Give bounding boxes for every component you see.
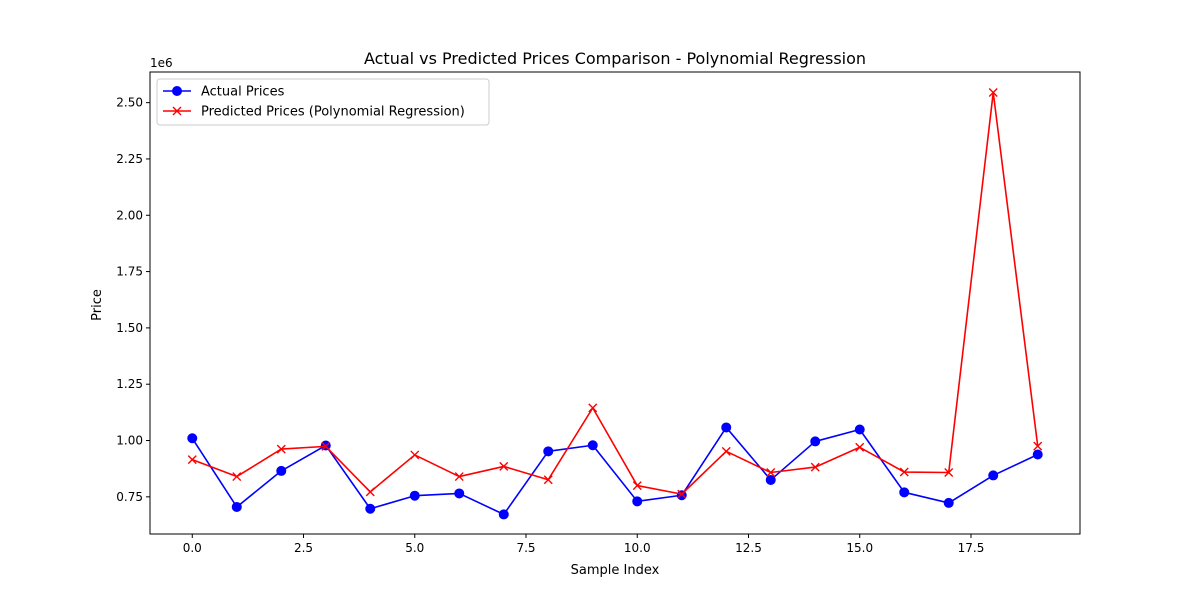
data-point: [855, 442, 865, 452]
y-tick-label: 2.25: [116, 152, 143, 166]
data-point: [454, 472, 464, 482]
data-point: [1032, 449, 1043, 460]
x-tick-label: 0.0: [183, 541, 202, 555]
legend-marker: [172, 106, 182, 116]
data-point: [410, 450, 420, 460]
data-point: [543, 446, 554, 457]
legend-marker: [172, 86, 182, 96]
data-point: [721, 446, 731, 456]
data-point: [187, 455, 197, 465]
data-point: [231, 501, 242, 512]
data-point: [187, 433, 198, 444]
data-point: [321, 441, 331, 451]
data-point: [454, 488, 465, 499]
data-point: [543, 475, 553, 485]
data-point: [1033, 441, 1043, 451]
x-tick-label: 7.5: [516, 541, 535, 555]
y-axis-label: Price: [90, 289, 105, 321]
y-tick-label: 1.25: [116, 377, 143, 391]
x-axis-label: Sample Index: [571, 563, 660, 578]
legend-box: [156, 78, 490, 126]
y-tick-label: 1.00: [116, 434, 143, 448]
chart-title: Actual vs Predicted Prices Comparison - …: [364, 49, 866, 68]
data-point: [810, 462, 820, 472]
x-tick-label: 10.0: [624, 541, 651, 555]
legend-entry: Actual Prices: [163, 85, 285, 100]
data-point: [854, 424, 865, 435]
data-point: [943, 497, 954, 508]
series-layer: [187, 88, 1043, 520]
data-point: [232, 472, 242, 482]
data-point: [988, 88, 998, 97]
x-tick-label: 15.0: [846, 541, 873, 555]
legend: Actual Prices Predicted Prices (Polynomia…: [156, 78, 490, 126]
data-point: [810, 436, 821, 447]
data-point: [721, 422, 732, 433]
x-tick-label: 12.5: [735, 541, 762, 555]
data-point: [766, 468, 776, 477]
data-point: [677, 489, 687, 499]
data-point: [632, 496, 643, 507]
data-point: [365, 487, 375, 497]
data-point: [944, 468, 954, 477]
data-point: [587, 440, 598, 451]
data-point: [588, 403, 598, 413]
data-point: [276, 444, 286, 454]
y-axis-ticks: 0.75 1.00 1.25 1.50 1.75 2.00 2.25 2.50: [116, 96, 150, 504]
y-tick-label: 1.75: [116, 265, 143, 279]
data-point: [632, 481, 642, 491]
y-tick-label: 2.50: [116, 96, 143, 110]
legend-entry: Predicted Prices (Polynomial Regression): [163, 105, 465, 120]
y-tick-label: 2.00: [116, 208, 143, 222]
y-scale-offset-label: 1e6: [150, 56, 173, 70]
series-line: [191, 91, 1039, 495]
data-point: [409, 490, 420, 501]
data-point: [498, 509, 509, 520]
data-point: [276, 465, 287, 476]
x-tick-label: 5.0: [405, 541, 424, 555]
x-axis-ticks: 0.0 2.5 5.0 7.5 10.0 12.5 15.0 17.5: [183, 534, 985, 555]
legend-label: Predicted Prices (Polynomial Regression): [201, 105, 465, 120]
data-point: [365, 503, 376, 514]
x-tick-label: 2.5: [294, 541, 313, 555]
y-tick-label: 1.50: [116, 321, 143, 335]
series-predicted-prices: [187, 88, 1043, 499]
y-tick-label: 0.75: [116, 490, 143, 504]
data-point: [899, 467, 909, 477]
series-actual-prices: [187, 422, 1043, 520]
legend-label: Actual Prices: [201, 85, 285, 100]
plot-frame: [149, 71, 1081, 535]
data-point: [899, 487, 910, 498]
series-line: [191, 426, 1039, 516]
data-point: [765, 474, 776, 485]
x-tick-label: 17.5: [958, 541, 985, 555]
data-point: [499, 461, 509, 471]
data-point: [988, 470, 999, 481]
